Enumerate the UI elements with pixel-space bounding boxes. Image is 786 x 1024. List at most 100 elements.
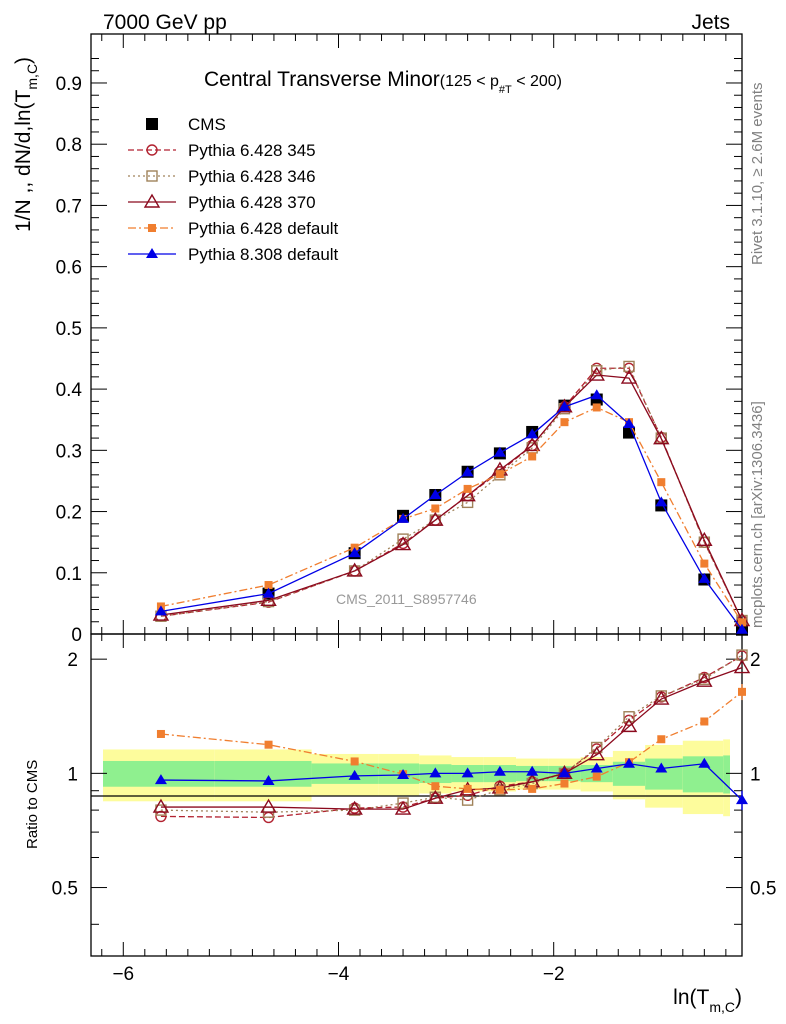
legend-marker-2	[146, 170, 158, 182]
main-series-4-point-13	[738, 618, 746, 627]
main-series-3-point-11	[653, 430, 670, 445]
main-y-label-main: 1/N ,, dN/d,ln(T	[12, 89, 35, 232]
ratio-series-1-point-0	[155, 804, 167, 816]
analysis-watermark: CMS_2011_S8957746	[336, 591, 477, 607]
band-inner-11	[645, 758, 683, 790]
ratio-series-4-point-11	[655, 762, 668, 773]
x-label-sub: m,C	[709, 999, 735, 1015]
x-tick-label: −4	[328, 964, 350, 985]
main-series-3-point-12	[696, 531, 713, 547]
main-y-tick-label: 0.9	[56, 74, 82, 95]
legend-marker-1	[146, 144, 158, 156]
main-series-4-point-6	[495, 470, 504, 479]
ratio-series-4-line	[160, 763, 743, 801]
x-tick-labels: −6 −4 −2	[112, 964, 564, 985]
ratio-y-axis-label: Ratio to CMS	[24, 760, 41, 849]
x-label-main: ln(T	[673, 986, 709, 1009]
main-series-0-point-9	[623, 426, 636, 439]
main-series-3-point-9	[588, 366, 605, 381]
main-series-5-point-0	[154, 605, 167, 616]
ratio-series-4-point-1	[262, 774, 275, 785]
axis-ticks	[91, 34, 742, 956]
ratio-series-1-point-9	[591, 741, 603, 754]
ratio-y-tick-label: 1	[67, 764, 78, 785]
main-y-tick-label: 0.3	[56, 441, 82, 462]
main-series-5-line	[160, 394, 743, 631]
ratio-series-2-point-10	[620, 717, 638, 733]
main-series-4-point-5	[463, 484, 472, 493]
legend-marker-4	[148, 224, 156, 232]
main-series-layer	[152, 360, 751, 636]
legend-label-3: Pythia 6.428 370	[188, 193, 316, 212]
ratio-y-tick-label: 2	[67, 650, 78, 671]
legend-item-4: Pythia 6.428 default	[128, 219, 339, 238]
main-series-3-point-10	[620, 369, 638, 384]
header-left: 7000 GeV pp	[103, 11, 227, 34]
ratio-series-4-point-9	[590, 762, 603, 773]
legend-item-2: Pythia 6.428 346	[128, 167, 316, 186]
side-text-bottom: mcplots.cern.ch [arXiv:1306.3436]	[749, 401, 766, 628]
side-text-top: Rivet 3.1.10, ≥ 2.6M events	[749, 83, 766, 266]
ratio-series-4-point-3	[397, 769, 410, 780]
band-inner-13	[723, 755, 730, 794]
x-tick-label: −2	[543, 964, 565, 985]
legend-item-0: CMS	[146, 115, 226, 134]
legend-item-1: Pythia 6.428 345	[128, 141, 316, 160]
main-series-4-line	[160, 406, 743, 623]
legend-label-4: Pythia 6.428 default	[188, 219, 339, 238]
main-series-5	[154, 389, 748, 634]
main-series-3-point-2	[346, 562, 363, 577]
main-series-2-line	[160, 365, 743, 621]
ratio-series-4-point-6	[493, 765, 506, 776]
ratio-y-tick-label-right: 2	[750, 650, 761, 671]
band-inner-1	[214, 760, 312, 787]
ratio-series-3-point-0	[156, 729, 165, 738]
ratio-series-4-point-0	[154, 774, 167, 785]
x-label-close: )	[735, 986, 742, 1009]
main-series-5-point-6	[493, 446, 506, 457]
ratio-series-4-point-10	[623, 757, 636, 768]
ratio-y-tick-labels: 0.5 0.5 1 1 2 2	[52, 650, 777, 899]
main-series-3-point-4	[427, 511, 444, 526]
x-tick-label: −6	[112, 964, 134, 985]
main-series-3-line	[160, 374, 743, 621]
main-series-4-point-9	[592, 403, 601, 412]
main-series-5-point-5	[461, 466, 474, 477]
ratio-y-tick-label: 0.5	[52, 879, 78, 900]
ratio-y-tick-label-right: 0.5	[750, 879, 776, 900]
legend-item-3: Pythia 6.428 370	[128, 193, 316, 212]
ratio-series-1-point-10	[623, 711, 635, 723]
band-inner-2	[311, 763, 379, 784]
ratio-series-3-point-7	[528, 784, 537, 793]
ratio-series-2-point-2	[346, 800, 363, 815]
ratio-series-3-point-5	[463, 784, 472, 793]
main-y-axis-label: 1/N ,, dN/d,ln(Tm,C)	[12, 57, 40, 232]
main-series-3-point-3	[394, 536, 412, 551]
ratio-series-2-point-4	[427, 789, 444, 804]
main-series-5-point-3	[397, 512, 410, 523]
main-y-tick-label: 0.4	[56, 380, 83, 401]
main-series-4-point-11	[657, 478, 666, 487]
ratio-series-2-point-0	[152, 798, 170, 813]
ratio-series-3-line	[160, 691, 743, 791]
main-series-5-point-13	[736, 623, 748, 634]
ratio-series-2-point-3	[394, 800, 412, 815]
main-series-5-point-11	[655, 496, 668, 507]
legend-item-5: Pythia 8.308 default	[128, 245, 339, 264]
main-series-5-point-4	[429, 489, 442, 500]
legend-label-0: CMS	[188, 115, 226, 134]
main-series-4-point-8	[560, 418, 569, 427]
main-y-label-sub: m,C	[24, 64, 40, 90]
legend-label-2: Pythia 6.428 346	[188, 167, 316, 186]
chart-title-range-open: (125 < p	[440, 73, 499, 90]
legend-marker-0	[146, 118, 158, 130]
y-tick-labels: 0 0.1 0.2 0.3 0.4 0.5 0.6 0.7 0.8 0.9	[56, 74, 83, 646]
ratio-series-4-point-5	[461, 767, 474, 778]
main-series-5-point-7	[526, 428, 539, 439]
ratio-series-3-point-2	[350, 757, 359, 766]
ratio-series-4-point-7	[526, 765, 539, 776]
main-series-3	[152, 366, 751, 627]
chart-title-range-close: < 200)	[512, 73, 562, 90]
chart-title-range-sub: #T	[499, 84, 512, 96]
